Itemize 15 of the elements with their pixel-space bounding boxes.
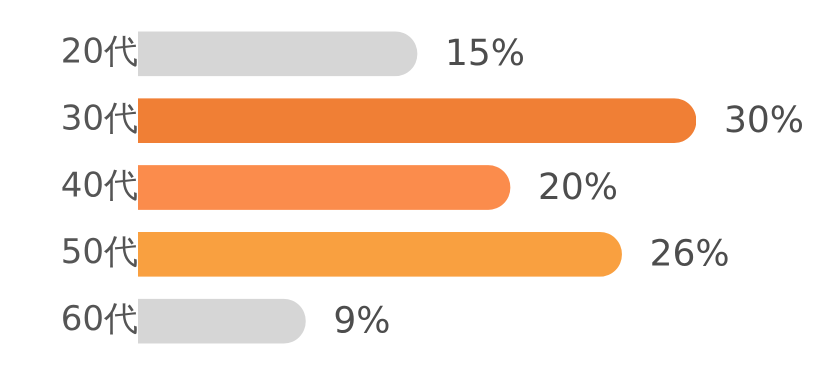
data-label: 26% bbox=[650, 234, 730, 275]
bar bbox=[138, 31, 418, 76]
bar bbox=[138, 165, 510, 210]
y-tick-label: 40代 bbox=[60, 165, 138, 206]
y-tick-label: 50代 bbox=[60, 232, 138, 272]
data-label: 20% bbox=[538, 166, 618, 208]
bar bbox=[138, 232, 622, 277]
y-tick-label: 20代 bbox=[60, 32, 138, 72]
data-label: 15% bbox=[445, 33, 526, 74]
data-label: 30% bbox=[724, 100, 804, 142]
bar bbox=[138, 98, 696, 143]
data-label: 9% bbox=[333, 300, 391, 342]
bar bbox=[138, 298, 306, 344]
y-tick-label: 30代 bbox=[60, 98, 138, 138]
y-tick-label: 60代 bbox=[60, 299, 138, 340]
